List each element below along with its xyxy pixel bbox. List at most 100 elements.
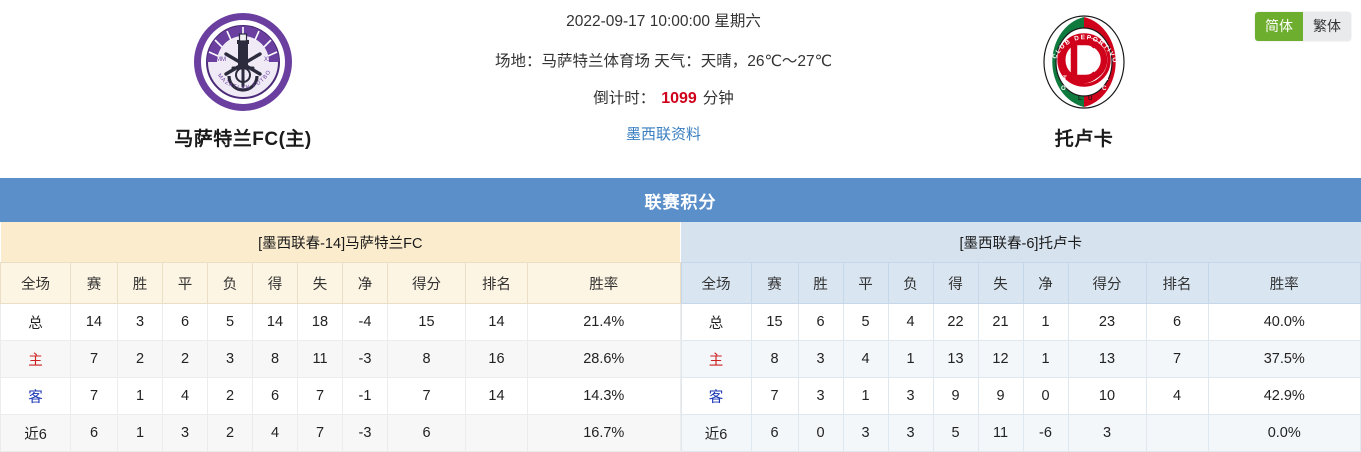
cell-胜: 1 [118, 378, 163, 415]
cell-得分: 3 [1068, 415, 1146, 452]
cell-排名: 7 [1146, 341, 1208, 378]
cell-平: 1 [843, 378, 888, 415]
row-label: 总 [1, 304, 71, 341]
column-header-赛: 赛 [71, 263, 118, 304]
svg-text:A: A [1104, 75, 1109, 82]
cell-平: 4 [163, 378, 208, 415]
cell-平: 2 [163, 341, 208, 378]
cell-胜率: 16.7% [528, 415, 681, 452]
cell-负: 1 [888, 341, 933, 378]
cell-失: 7 [298, 378, 343, 415]
cell-胜: 6 [798, 304, 843, 341]
cell-得分: 6 [388, 415, 466, 452]
cell-排名: 14 [466, 378, 528, 415]
column-header-胜: 胜 [118, 263, 163, 304]
column-header-平: 平 [163, 263, 208, 304]
team-table-caption: [墨西联春-6]托卢卡 [681, 222, 1361, 263]
cell-赛: 6 [71, 415, 118, 452]
column-header-全场: 全场 [1, 263, 71, 304]
cell-赛: 6 [751, 415, 798, 452]
cell-得分: 13 [1068, 341, 1146, 378]
section-title: 联赛积分 [645, 188, 717, 213]
column-header-row: 全场赛胜平负得失净得分排名胜率 [681, 263, 1361, 304]
match-info: 2022-09-17 10:00:00 星期六 场地：马萨特兰体育场 天气：天晴… [408, 0, 919, 143]
cell-失: 18 [298, 304, 343, 341]
row-label: 客 [1, 378, 71, 415]
cell-净: 1 [1023, 304, 1068, 341]
column-header-负: 负 [208, 263, 253, 304]
svg-text:XX: XX [264, 57, 272, 63]
column-header-胜率: 胜率 [528, 263, 681, 304]
cell-净: -3 [343, 341, 388, 378]
cell-排名: 6 [1146, 304, 1208, 341]
cell-得: 6 [253, 378, 298, 415]
cell-净: 0 [1023, 378, 1068, 415]
cell-赛: 7 [71, 341, 118, 378]
cell-排名 [466, 415, 528, 452]
lang-traditional-button[interactable]: 繁体 [1303, 12, 1351, 41]
lang-simplified-button[interactable]: 简体 [1255, 12, 1303, 41]
cell-胜: 1 [118, 415, 163, 452]
column-header-赛: 赛 [751, 263, 798, 304]
cell-净: 1 [1023, 341, 1068, 378]
cell-平: 3 [163, 415, 208, 452]
language-toggle[interactable]: 简体 繁体 [1255, 12, 1351, 41]
cell-得: 14 [253, 304, 298, 341]
column-header-row: 全场赛胜平负得失净得分排名胜率 [1, 263, 681, 304]
column-header-负: 负 [888, 263, 933, 304]
cell-排名: 14 [466, 304, 528, 341]
team-caption-row: [墨西联春-14]马萨特兰FC [1, 222, 681, 263]
cell-排名: 4 [1146, 378, 1208, 415]
countdown-label: 倒计时： [593, 90, 655, 107]
cell-失: 11 [298, 341, 343, 378]
cell-胜: 0 [798, 415, 843, 452]
cell-胜: 3 [798, 378, 843, 415]
league-info-link[interactable]: 墨西联资料 [626, 126, 701, 143]
cell-得: 22 [933, 304, 978, 341]
column-header-排名: 排名 [466, 263, 528, 304]
team-table-caption: [墨西联春-14]马萨特兰FC [1, 222, 681, 263]
row-label: 近6 [681, 415, 751, 452]
svg-text:MM: MM [216, 57, 226, 63]
match-header: MM XX MAZATLAN FUTBOL CLUB 马萨特兰FC(主) 202… [0, 0, 1361, 178]
cell-赛: 8 [751, 341, 798, 378]
cell-胜率: 14.3% [528, 378, 681, 415]
away-team-name: 托卢卡 [1055, 124, 1114, 151]
cell-失: 9 [978, 378, 1023, 415]
column-header-得: 得 [253, 263, 298, 304]
svg-text:O: O [1061, 85, 1066, 92]
cell-净: -3 [343, 415, 388, 452]
cell-排名: 16 [466, 341, 528, 378]
row-label: 近6 [1, 415, 71, 452]
cell-得分: 8 [388, 341, 466, 378]
cell-失: 21 [978, 304, 1023, 341]
cell-胜率: 0.0% [1208, 415, 1361, 452]
column-header-净: 净 [343, 263, 388, 304]
svg-text:T: T [1063, 75, 1067, 82]
column-header-得分: 得分 [1068, 263, 1146, 304]
cell-失: 7 [298, 415, 343, 452]
cell-胜率: 37.5% [1208, 341, 1361, 378]
cell-得: 4 [253, 415, 298, 452]
cell-胜率: 42.9% [1208, 378, 1361, 415]
cell-胜率: 28.6% [528, 341, 681, 378]
cell-负: 4 [888, 304, 933, 341]
column-header-全场: 全场 [681, 263, 751, 304]
cell-得分: 15 [388, 304, 466, 341]
column-header-平: 平 [843, 263, 888, 304]
cell-负: 2 [208, 378, 253, 415]
cell-得: 8 [253, 341, 298, 378]
cell-平: 3 [843, 415, 888, 452]
cell-胜率: 21.4% [528, 304, 681, 341]
row-label: 主 [1, 341, 71, 378]
cell-赛: 14 [71, 304, 118, 341]
cell-失: 12 [978, 341, 1023, 378]
countdown-unit: 分钟 [703, 90, 734, 107]
venue-weather: 场地：马萨特兰体育场 天气：天晴，26℃～27℃ [408, 54, 919, 70]
svg-text:C: C [1102, 85, 1107, 92]
